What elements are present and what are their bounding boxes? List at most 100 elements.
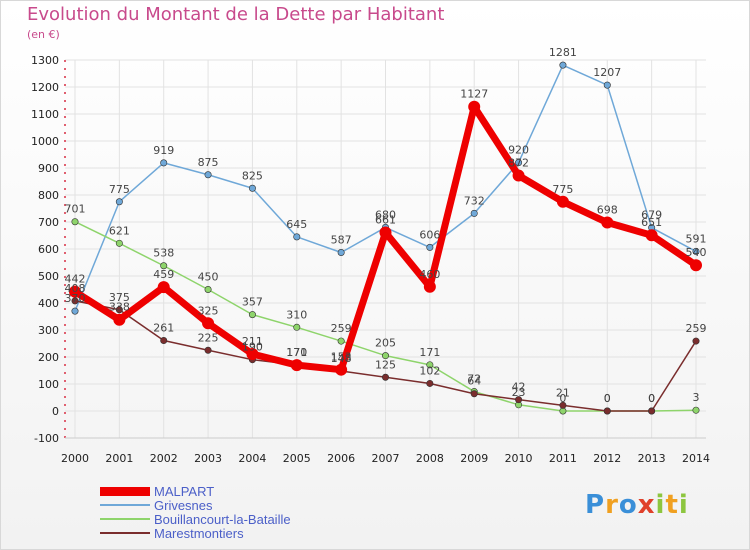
x-tick-label: 2008 — [416, 452, 444, 465]
logo-letter: o — [618, 490, 638, 520]
legend-item-grivesnes: Grivesnes — [100, 497, 291, 513]
data-label-marestmontiers: 21 — [556, 386, 570, 399]
data-point-marestmontiers — [515, 396, 523, 404]
data-label-grivesnes: 775 — [109, 183, 130, 196]
y-tick-label: 900 — [38, 162, 59, 175]
data-label-grivesnes: 645 — [286, 218, 307, 231]
data-point-grivesnes — [293, 233, 301, 241]
y-tick-label: 200 — [38, 351, 59, 364]
data-label-bouillancourt-la-bataille: 205 — [375, 337, 396, 350]
data-point-malpart — [246, 348, 259, 361]
data-label-malpart: 651 — [641, 216, 662, 229]
logo-letter: x — [637, 490, 656, 520]
data-label-grivesnes: 370 — [65, 292, 86, 305]
x-tick-label: 2002 — [150, 452, 178, 465]
y-tick-label: -100 — [34, 432, 59, 445]
data-label-bouillancourt-la-bataille: 0 — [648, 392, 655, 405]
data-point-marestmontiers — [559, 401, 567, 409]
x-tick-label: 2003 — [194, 452, 222, 465]
data-label-marestmontiers: 0 — [604, 392, 611, 405]
data-label-grivesnes: 587 — [331, 234, 352, 247]
y-tick-label: 1200 — [31, 81, 59, 94]
data-label-marestmontiers: 42 — [512, 381, 526, 394]
data-point-malpart — [335, 363, 348, 376]
data-label-malpart: 540 — [686, 246, 707, 259]
unit-label: (en €) — [27, 28, 60, 41]
data-label-grivesnes: 875 — [198, 156, 219, 169]
data-point-marestmontiers — [115, 306, 123, 314]
y-tick-label: 100 — [38, 378, 59, 391]
data-label-malpart: 325 — [198, 304, 219, 317]
x-tick-label: 2013 — [638, 452, 666, 465]
y-tick-label: 300 — [38, 324, 59, 337]
data-point-malpart — [601, 216, 614, 229]
x-tick-label: 2004 — [238, 452, 266, 465]
data-label-grivesnes: 732 — [464, 194, 485, 207]
legend: MALPART Grivesnes Bouillancourt-la-Bataill… — [100, 484, 291, 541]
data-point-bouillancourt-la-bataille — [293, 323, 301, 331]
data-label-bouillancourt-la-bataille: 701 — [65, 203, 86, 216]
y-tick-label: 400 — [38, 297, 59, 310]
y-tick-label: 500 — [38, 270, 59, 283]
x-tick-label: 2011 — [549, 452, 577, 465]
data-point-grivesnes — [160, 159, 168, 167]
data-label-marestmontiers: 148 — [331, 352, 352, 365]
data-point-grivesnes — [426, 243, 434, 251]
data-point-bouillancourt-la-bataille — [115, 239, 123, 247]
data-point-malpart — [379, 226, 392, 239]
legend-label: Grivesnes — [154, 497, 213, 513]
data-point-marestmontiers — [692, 337, 700, 345]
legend-item-bouillancourt-la-bataille: Bouillancourt-la-Bataille — [100, 512, 291, 527]
data-label-malpart: 338 — [109, 301, 130, 314]
legend-swatch — [100, 518, 150, 520]
data-label-bouillancourt-la-bataille: 72 — [467, 373, 481, 386]
data-point-malpart — [113, 313, 126, 326]
data-point-marestmontiers — [426, 379, 434, 387]
data-label-malpart: 170 — [286, 346, 307, 359]
data-point-grivesnes — [204, 171, 212, 179]
y-tick-label: 1100 — [31, 108, 59, 121]
data-label-bouillancourt-la-bataille: 23 — [512, 386, 526, 399]
data-label-grivesnes: 1207 — [593, 66, 621, 79]
data-label-grivesnes: 679 — [641, 209, 662, 222]
data-point-malpart — [468, 100, 481, 113]
data-label-marestmontiers: 261 — [153, 322, 174, 335]
data-point-malpart — [290, 359, 303, 372]
series-lines — [69, 61, 702, 415]
data-point-bouillancourt-la-bataille — [381, 352, 389, 360]
data-point-bouillancourt-la-bataille — [204, 285, 212, 293]
data-label-malpart: 872 — [508, 157, 529, 170]
data-point-malpart — [512, 169, 525, 182]
data-point-marestmontiers — [160, 337, 168, 345]
data-label-grivesnes: 1281 — [549, 46, 577, 59]
data-label-marestmontiers: 259 — [686, 322, 707, 335]
data-label-bouillancourt-la-bataille: 3 — [693, 391, 700, 404]
data-label-grivesnes: 919 — [153, 144, 174, 157]
data-label-grivesnes: 825 — [242, 169, 263, 182]
data-label-bouillancourt-la-bataille: 450 — [198, 271, 219, 284]
data-label-grivesnes: 680 — [375, 208, 396, 221]
x-tick-label: 2006 — [327, 452, 355, 465]
data-point-marestmontiers — [381, 373, 389, 381]
data-label-malpart: 698 — [597, 204, 618, 217]
logo-letter: i — [655, 490, 666, 520]
data-point-malpart — [690, 259, 702, 272]
x-tick-label: 2009 — [460, 452, 488, 465]
y-tick-label: 0 — [52, 405, 59, 418]
data-point-bouillancourt-la-bataille — [71, 218, 79, 226]
x-tick-label: 2007 — [372, 452, 400, 465]
data-point-malpart — [69, 285, 81, 298]
data-point-bouillancourt-la-bataille — [426, 361, 434, 369]
data-label-marestmontiers: 190 — [242, 341, 263, 354]
data-point-grivesnes — [248, 184, 256, 192]
data-point-malpart — [157, 281, 170, 294]
legend-item-marestmontiers: Marestmontiers — [100, 525, 291, 541]
y-tick-label: 600 — [38, 243, 59, 256]
legend-label: Marestmontiers — [154, 525, 244, 541]
data-label-malpart: 211 — [242, 335, 263, 348]
logo-letter: r — [605, 490, 619, 520]
data-point-malpart — [423, 280, 436, 293]
x-tick-label: 2012 — [593, 452, 621, 465]
data-label-malpart: 460 — [419, 268, 440, 281]
data-label-grivesnes: 606 — [419, 228, 440, 241]
